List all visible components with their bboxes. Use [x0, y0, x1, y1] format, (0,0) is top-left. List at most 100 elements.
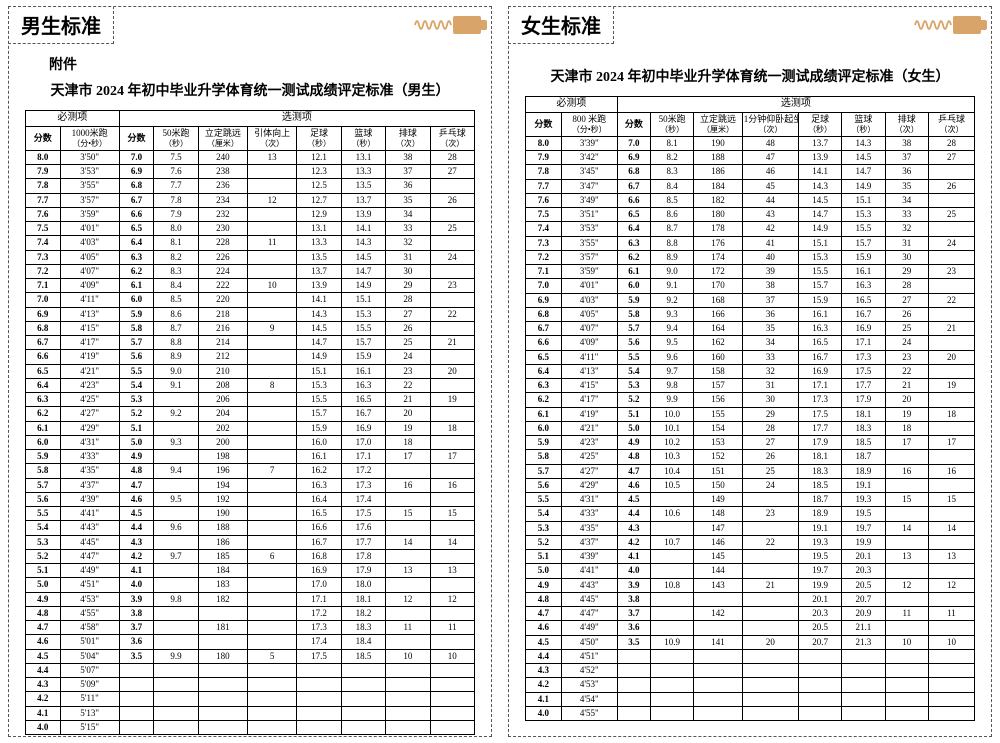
table-cell: 4.2: [617, 535, 650, 549]
table-cell: 18.4: [341, 635, 385, 649]
table-row: 4.44'51": [526, 649, 975, 663]
table-cell: 37: [742, 293, 798, 307]
table-cell: [430, 264, 474, 278]
table-cell: [248, 635, 297, 649]
table-cell: 45: [742, 179, 798, 193]
table-cell: [742, 664, 798, 678]
table-cell: [885, 564, 928, 578]
table-cell: 47: [742, 151, 798, 165]
table-cell: 5.8: [526, 450, 562, 464]
table-cell: 4.0: [617, 564, 650, 578]
table-cell: [694, 649, 742, 663]
table-cell: 15.7: [297, 407, 341, 421]
table-row: 4.24'53": [526, 678, 975, 692]
table-cell: 17.9: [798, 436, 841, 450]
table-cell: 5'13": [60, 706, 119, 720]
table-cell: 33: [885, 208, 928, 222]
table-cell: 19.7: [842, 521, 885, 535]
table-cell: 17.1: [842, 336, 885, 350]
table-cell: 5.4: [119, 378, 154, 392]
table-cell: 4'35": [561, 521, 617, 535]
table-cell: [430, 378, 474, 392]
table-cell: 4'05": [60, 250, 119, 264]
page-wrap: 男生标准 附件 天津市 2024 年初中毕业升学体育统一测试成绩评定标准（男生）: [0, 0, 1000, 743]
table-cell: [928, 478, 974, 492]
table-cell: 8.1: [154, 236, 198, 250]
spring-hand-icon: [413, 16, 481, 34]
table-cell: 10.1: [650, 421, 693, 435]
table-cell: 25: [742, 464, 798, 478]
frame-female: 女生标准 天津市 2024 年初中毕业升学体育统一测试成绩评定标准（女生）: [508, 6, 992, 737]
table-cell: 5.2: [617, 393, 650, 407]
table-cell: [885, 664, 928, 678]
table-cell: 4.4: [119, 521, 154, 535]
table-row: 4.84'55"3.817.218.2: [26, 606, 475, 620]
col-header: 足球（秒）: [798, 112, 841, 136]
table-cell: 4'49": [561, 621, 617, 635]
table-cell: 168: [694, 293, 742, 307]
table-cell: 12: [430, 592, 474, 606]
table-cell: 8.7: [154, 321, 198, 335]
table-cell: 7.1: [526, 265, 562, 279]
table-cell: 19.7: [798, 564, 841, 578]
table-cell: 15.5: [297, 393, 341, 407]
table-cell: [430, 236, 474, 250]
table-row: 6.54'21"5.59.021015.116.12320: [26, 364, 475, 378]
table-cell: [650, 664, 693, 678]
table-cell: 9.0: [154, 364, 198, 378]
table-cell: 200: [198, 435, 247, 449]
table-row: 6.44'13"5.49.71583216.917.522: [526, 364, 975, 378]
table-cell: 31: [386, 250, 430, 264]
table-cell: [198, 706, 247, 720]
table-cell: 4'23": [60, 378, 119, 392]
table-cell: 28: [885, 279, 928, 293]
table-cell: 4.5: [26, 649, 61, 663]
table-cell: 182: [694, 193, 742, 207]
table-cell: 6.3: [617, 236, 650, 250]
table-cell: 5.3: [26, 535, 61, 549]
table-cell: [885, 706, 928, 720]
table-cell: 234: [198, 193, 247, 207]
table-cell: 7.5: [154, 150, 198, 164]
table-cell: 33: [742, 350, 798, 364]
table-cell: 46: [742, 165, 798, 179]
table-cell: 5.2: [526, 535, 562, 549]
table-cell: 11: [928, 607, 974, 621]
table-cell: [386, 706, 430, 720]
table-cell: 4.3: [119, 535, 154, 549]
table-row: 7.34'05"6.38.222613.514.53124: [26, 250, 475, 264]
table-cell: 17.7: [842, 379, 885, 393]
table-cell: [248, 564, 297, 578]
table-row: 4.94'43"3.910.81432119.920.51212: [526, 578, 975, 592]
table-cell: 230: [198, 222, 247, 236]
table-cell: [798, 649, 841, 663]
table-cell: 20.3: [842, 564, 885, 578]
table-cell: 17.5: [842, 364, 885, 378]
table-cell: 17.5: [798, 407, 841, 421]
table-row: 6.14'29"5.120215.916.91918: [26, 421, 475, 435]
table-cell: 14: [430, 535, 474, 549]
table-cell: 9.5: [650, 336, 693, 350]
table-row: 6.34'15"5.39.81573117.117.72119: [526, 379, 975, 393]
table-cell: 16: [430, 478, 474, 492]
table-row: 7.73'57"6.77.82341212.713.73526: [26, 193, 475, 207]
table-cell: 15.9: [341, 350, 385, 364]
table-cell: 30: [742, 393, 798, 407]
table-cell: 17.1: [798, 379, 841, 393]
table-cell: [154, 720, 198, 734]
table-cell: [742, 621, 798, 635]
table-cell: 14.5: [798, 193, 841, 207]
table-cell: 20: [386, 407, 430, 421]
table-cell: 198: [198, 450, 247, 464]
table-cell: 9.1: [650, 279, 693, 293]
table-cell: 5'01": [60, 635, 119, 649]
table-cell: 6.9: [119, 165, 154, 179]
table-cell: 4'53": [60, 592, 119, 606]
table-row: 5.84'25"4.810.31522618.118.7: [526, 450, 975, 464]
table-cell: 43: [742, 208, 798, 222]
table-cell: 6.4: [526, 364, 562, 378]
table-cell: 15.3: [297, 378, 341, 392]
table-cell: 13: [885, 550, 928, 564]
table-cell: [928, 564, 974, 578]
table-cell: [742, 592, 798, 606]
